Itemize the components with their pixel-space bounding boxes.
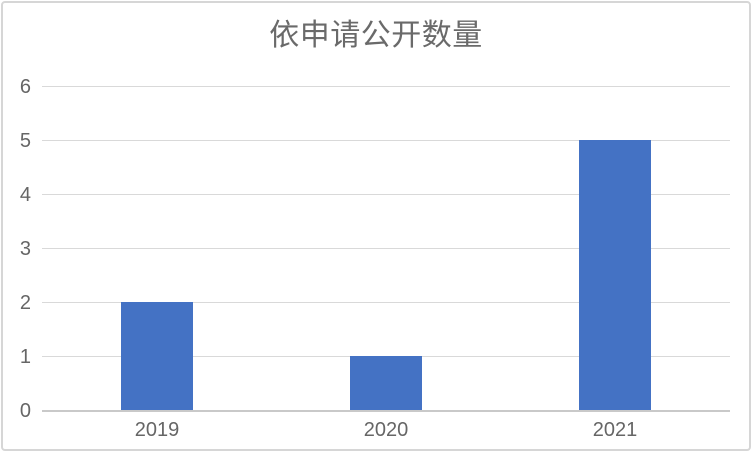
y-axis-tick-label: 3 [19, 238, 31, 260]
gridline [42, 139, 730, 141]
plot-area: 0 1 2 3 4 5 6 2019 2020 2021 [3, 3, 749, 449]
chart-title: 依申请公开数量 [269, 19, 483, 52]
y-axis-tick-label: 4 [19, 184, 31, 206]
gridline [42, 85, 730, 87]
gridline [42, 301, 730, 303]
x-axis-category-label: 2020 [363, 419, 409, 441]
x-axis-line [42, 410, 730, 412]
y-axis-tick-label: 5 [19, 130, 31, 152]
x-axis-category-label: 2021 [592, 419, 638, 441]
bar-2021 [579, 140, 651, 410]
gridline [42, 193, 730, 195]
x-axis-category-label: 2019 [134, 419, 180, 441]
bar-2019 [121, 302, 193, 410]
y-axis-tick-label: 0 [19, 400, 31, 422]
bar-2020 [350, 356, 422, 410]
y-axis-tick-label: 6 [19, 76, 31, 98]
y-axis-tick-label: 1 [19, 346, 31, 368]
gridline [42, 247, 730, 249]
y-axis-tick-label: 2 [19, 292, 31, 314]
